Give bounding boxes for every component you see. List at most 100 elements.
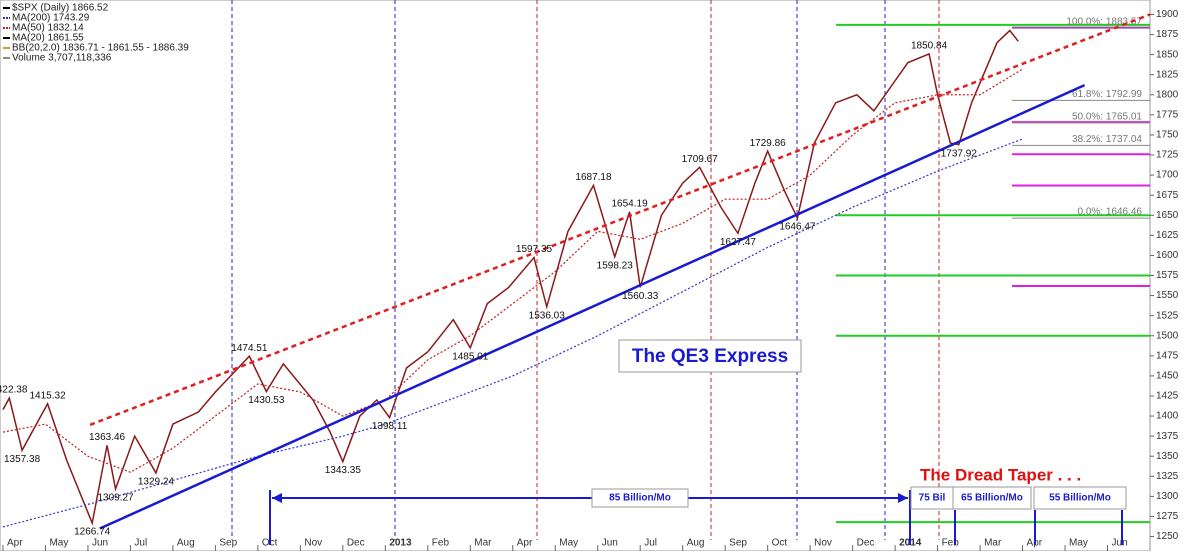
- arrow-head: [898, 493, 908, 503]
- price-label: 1474.51: [231, 343, 268, 354]
- moving-average: [2, 138, 1023, 528]
- price-label: 1687.18: [575, 172, 612, 183]
- y-tick-label: 1400: [1156, 411, 1179, 422]
- qe3-label: The QE3 Express: [632, 346, 788, 367]
- x-tick-label: Apr: [7, 538, 23, 549]
- y-tick-label: 1425: [1156, 391, 1179, 402]
- rate-box: [591, 488, 689, 508]
- price-label: 1329.24: [138, 477, 175, 488]
- x-tick-label: Sep: [219, 538, 237, 549]
- y-tick-label: 1375: [1156, 431, 1179, 442]
- x-tick-label: Feb: [942, 538, 960, 549]
- x-tick-label: Jul: [134, 538, 147, 549]
- y-tick-label: 1600: [1156, 250, 1179, 261]
- fib-label: 0.0%: 1646.46: [1078, 207, 1143, 218]
- rate-boxes: 85 Billion/Mo 75 Bil 65 Billion/Mo 55 Bi…: [269, 486, 1127, 545]
- price-label: 1485.01: [452, 351, 489, 362]
- x-tick-label: Nov: [304, 538, 322, 549]
- price-label: 1536.03: [529, 310, 566, 321]
- price-label: 1309.27: [97, 493, 134, 504]
- price-label: 1729.86: [750, 138, 787, 149]
- x-tick-label: Mar: [984, 538, 1002, 549]
- legend-entry: Volume 3,707,118,336: [12, 53, 112, 64]
- legend-entry: $SPX (Daily) 1866.52: [12, 3, 109, 14]
- x-tick-label: Apr: [517, 538, 533, 549]
- x-tick-label: 2013: [389, 538, 412, 549]
- trend-line: [89, 13, 1151, 427]
- x-tick-label: Mar: [474, 538, 492, 549]
- y-tick-label: 1825: [1156, 69, 1179, 80]
- qe3-box: [618, 339, 802, 373]
- y-tick-label: 1575: [1156, 270, 1179, 281]
- x-tick-label: May: [1069, 538, 1088, 549]
- price-label: 1415.32: [30, 390, 67, 401]
- x-tick-label: Jun: [602, 538, 618, 549]
- y-tick-label: 1800: [1156, 89, 1179, 100]
- price-label: 1430.53: [248, 395, 285, 406]
- y-tick-label: 1625: [1156, 230, 1179, 241]
- rate-label: 55 Billion/Mo: [1049, 493, 1111, 504]
- price-label: 1646.47: [779, 222, 816, 233]
- y-tick-label: 1700: [1156, 170, 1179, 181]
- y-tick-label: 1475: [1156, 350, 1179, 361]
- y-tick-label: 1650: [1156, 210, 1179, 221]
- y-tick-label: 1450: [1156, 371, 1179, 382]
- price-label: 1850.84: [911, 41, 948, 52]
- y-tick-label: 1750: [1156, 130, 1179, 141]
- x-tick-label: Oct: [772, 538, 788, 549]
- price-label: 1560.33: [622, 291, 659, 302]
- legend-entry: MA(200) 1743.29: [12, 13, 90, 24]
- y-tick-label: 1250: [1156, 531, 1179, 542]
- x-tick-label: Sep: [729, 538, 747, 549]
- x-tick-label: May: [559, 538, 578, 549]
- y-tick-label: 1675: [1156, 190, 1179, 201]
- y-tick-label: 1725: [1156, 150, 1179, 161]
- fib-label: 50.0%: 1765.01: [1072, 112, 1142, 123]
- legend-entry: MA(50) 1832.14: [12, 23, 84, 34]
- price-label: 1343.35: [325, 465, 362, 476]
- fib-label: 61.8%: 1792.99: [1072, 89, 1142, 100]
- price-label: 1709.67: [682, 154, 719, 165]
- price-label: 1363.46: [89, 432, 126, 443]
- rate-label: 65 Billion/Mo: [961, 493, 1023, 504]
- x-tick-label: Dec: [857, 538, 875, 549]
- x-tick-label: Jul: [644, 538, 657, 549]
- fib-label: 100.0%: 1883.57: [1066, 16, 1142, 27]
- rate-label: 75 Bil: [919, 493, 946, 504]
- price-label: 1627.47: [720, 237, 757, 248]
- x-tick-label: Feb: [432, 538, 450, 549]
- price-label: 1598.23: [597, 260, 634, 271]
- y-tick-label: 1875: [1156, 29, 1179, 40]
- y-tick-label: 1300: [1156, 491, 1179, 502]
- y-tick-label: 1275: [1156, 511, 1179, 522]
- x-tick-label: Dec: [347, 538, 365, 549]
- x-tick-label: Nov: [814, 538, 832, 549]
- taper-label: The Dread Taper . . .: [920, 465, 1081, 484]
- price-label: 1398.11: [372, 421, 408, 432]
- price-label: 1597.35: [516, 244, 553, 255]
- x-tick-label: Jun: [1112, 538, 1128, 549]
- y-tick-label: 1500: [1156, 330, 1179, 341]
- fib-label: 38.2%: 1737.04: [1072, 134, 1142, 145]
- legend-entry: MA(20) 1861.55: [12, 33, 84, 44]
- x-tick-label: Aug: [687, 538, 705, 549]
- price-line: [2, 29, 1019, 526]
- price-label: 1654.19: [612, 199, 649, 210]
- price-label: 1266.74: [74, 527, 111, 538]
- y-tick-label: 1325: [1156, 471, 1179, 482]
- y-tick-label: 1850: [1156, 49, 1179, 60]
- x-tick-label: Jun: [92, 538, 108, 549]
- y-tick-label: 1550: [1156, 290, 1179, 301]
- y-tick-label: 1350: [1156, 451, 1179, 462]
- y-tick-label: 1525: [1156, 310, 1179, 321]
- rate-label: 85 Billion/Mo: [609, 493, 671, 504]
- rate-box: [952, 486, 1032, 510]
- price-label: 1737.92: [941, 148, 978, 159]
- y-tick-label: 1900: [1156, 9, 1179, 20]
- x-tick-label: May: [49, 538, 68, 549]
- legend-entry: BB(20,2.0) 1836.71 - 1861.55 - 1886.39: [12, 43, 189, 54]
- price-label: 1422.38: [0, 385, 28, 396]
- y-tick-label: 1775: [1156, 109, 1179, 120]
